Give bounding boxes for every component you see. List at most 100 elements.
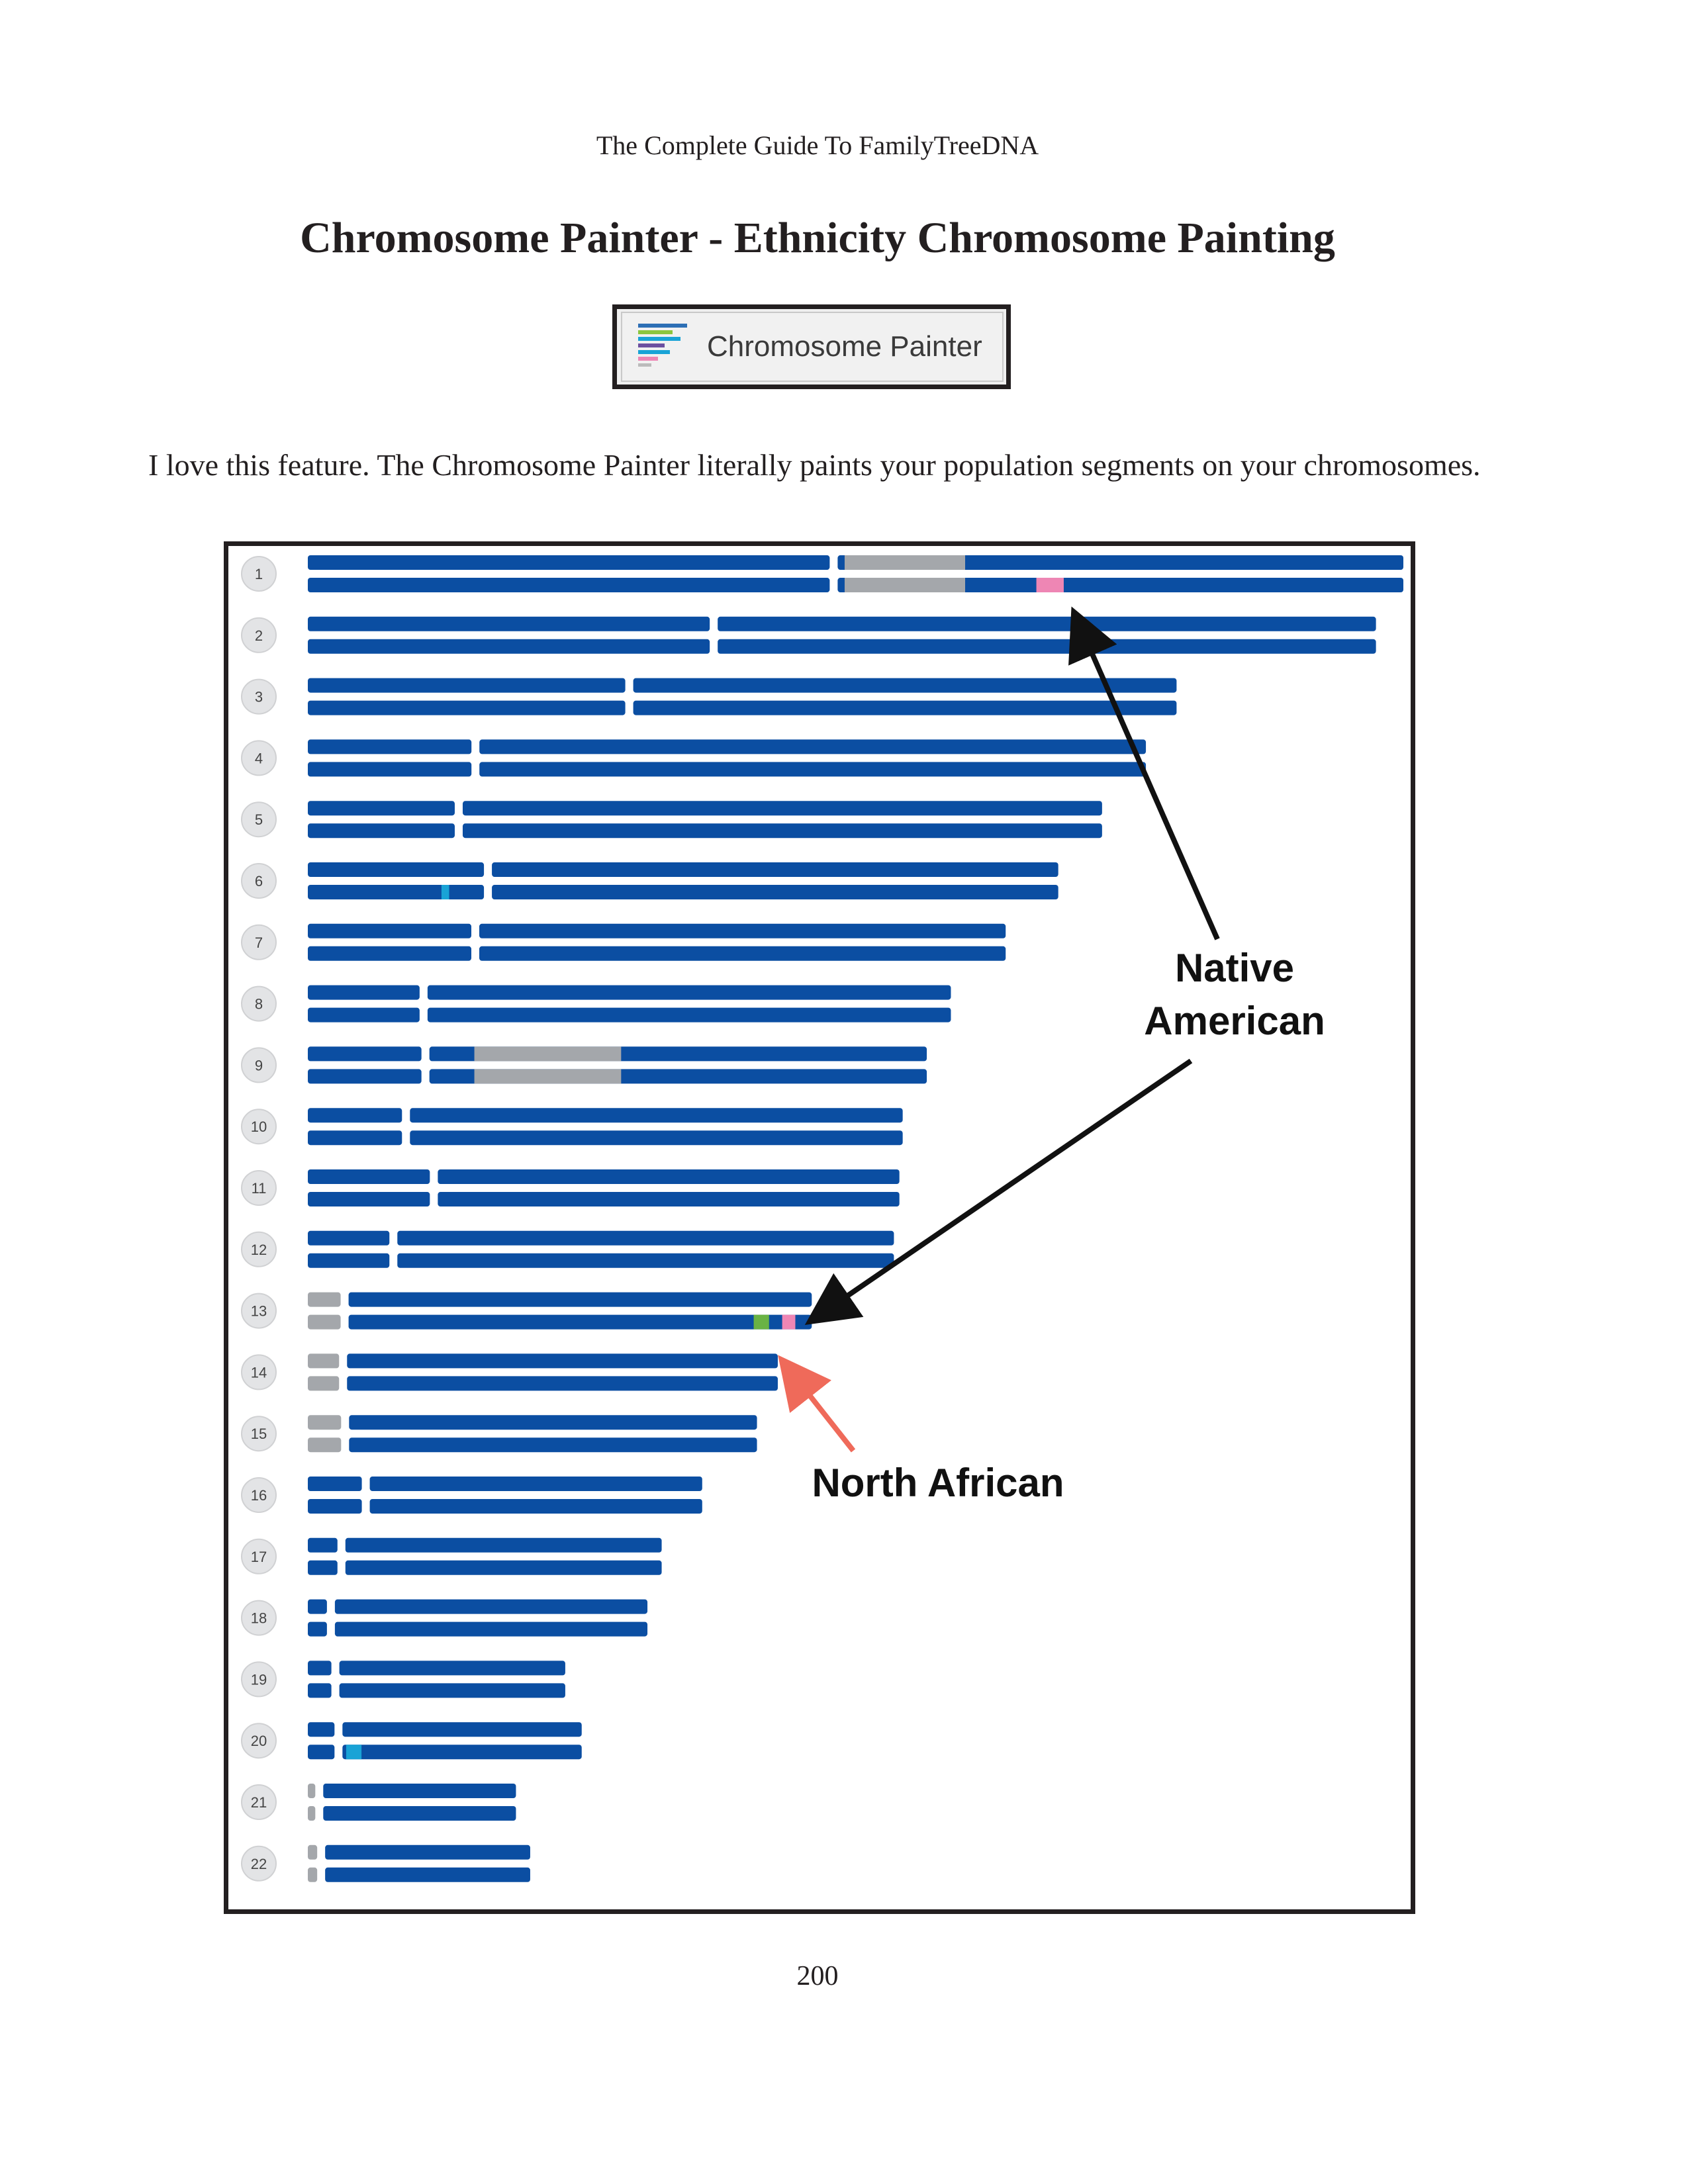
chromosome-12-q-arm xyxy=(397,1230,894,1246)
chromosome-20-q-arm xyxy=(342,1722,582,1737)
chromosome-10-q-arm xyxy=(410,1108,903,1123)
chromosome-10-p-arm xyxy=(308,1130,402,1146)
chromosome-label-badge xyxy=(241,678,277,715)
chromosome-19-q-arm xyxy=(339,1683,565,1698)
chromosome-label-badge xyxy=(241,1661,277,1698)
chromosome-10-q-arm xyxy=(410,1130,903,1146)
chromosome-label: 15 xyxy=(251,1426,267,1442)
chromosome-label: 20 xyxy=(251,1733,267,1749)
chromosome-15-p-arm xyxy=(308,1415,342,1430)
chromosome-label-badge xyxy=(241,1845,277,1882)
chromosome-17-p-arm xyxy=(308,1537,338,1553)
chromosome-15-q-arm xyxy=(349,1437,757,1453)
chromosome-label: 7 xyxy=(255,934,263,951)
centromere-notch xyxy=(325,1621,336,1637)
north-african-arrow xyxy=(778,1355,856,1453)
chromosome-4-p-arm xyxy=(308,762,472,777)
centromere-notch xyxy=(418,985,429,1000)
chromosome-6-p-arm xyxy=(308,862,485,877)
centromere-notch xyxy=(388,1253,399,1268)
chromosome-16-q-arm xyxy=(369,1477,702,1491)
centromere-notch xyxy=(339,1292,350,1307)
chromosome-4-p-arm xyxy=(308,739,472,754)
native-american-label-line1: Native xyxy=(1175,946,1294,990)
centromere-notch xyxy=(708,616,720,631)
chromosome-13-q-arm xyxy=(348,1314,812,1330)
centromere-notch xyxy=(360,1477,371,1491)
segment-other-cyan xyxy=(441,885,449,899)
chromosome-3-p-arm xyxy=(308,700,626,715)
centromere-notch xyxy=(470,946,481,961)
chromosome-6-q-arm xyxy=(492,862,1058,877)
chromosome-painter-button[interactable]: Chromosome Painter xyxy=(612,304,1011,389)
chromosome-2-p-arm xyxy=(308,616,710,631)
centromere-notch xyxy=(338,1353,349,1369)
centromere-notch xyxy=(333,1745,344,1760)
centromere-notch xyxy=(333,1722,344,1737)
chromosome-8-q-arm xyxy=(427,985,951,1000)
chromosome-14-q-arm xyxy=(347,1376,778,1391)
segment-north-african xyxy=(753,1314,769,1330)
chromosome-19-p-arm xyxy=(308,1683,332,1698)
centromere-notch xyxy=(420,1046,431,1062)
chromosome-label: 3 xyxy=(255,689,263,705)
page-number: 200 xyxy=(796,1961,839,1991)
chromosome-7-p-arm xyxy=(308,946,472,961)
chromosome-painter-button-face[interactable]: Chromosome Painter xyxy=(621,312,1004,382)
north-african-label: North African xyxy=(812,1461,1064,1505)
centromere-notch xyxy=(624,678,635,693)
centromere-notch xyxy=(828,578,839,592)
chromosome-19-p-arm xyxy=(308,1661,332,1676)
centromere-notch xyxy=(388,1230,399,1246)
chromosome-2-p-arm xyxy=(308,639,710,654)
chromosome-label-badge xyxy=(241,863,277,899)
centromere-notch xyxy=(330,1683,341,1698)
chromosome-painting-figure: 1 2 3 4 5 6 7 8 9 10 11 12 13 14 15 16 17 18 19 20 21 22 Nati… xyxy=(224,541,1415,1914)
chromosome-13-p-arm xyxy=(308,1314,341,1330)
chromosome-label: 19 xyxy=(251,1671,267,1688)
chromosome-14-p-arm xyxy=(308,1353,340,1369)
chromosome-2-q-arm xyxy=(718,639,1376,654)
chromosome-15-p-arm xyxy=(308,1437,342,1453)
chromosome-label-badge xyxy=(241,1231,277,1267)
centromere-notch xyxy=(340,1415,351,1430)
chromosome-label-badge xyxy=(241,1477,277,1513)
centromere-notch xyxy=(400,1108,412,1123)
centromere-notch xyxy=(316,1867,327,1882)
chromosome-5-p-arm xyxy=(308,823,455,839)
chromosome-label-badge xyxy=(241,1293,277,1329)
intro-paragraph: I love this feature. The Chromosome Pain… xyxy=(148,448,1481,482)
chromosome-label: 21 xyxy=(251,1794,267,1811)
chromosome-5-q-arm xyxy=(462,801,1102,816)
centromere-notch xyxy=(453,823,464,839)
centromere-notch xyxy=(360,1499,371,1514)
chromosome-label: 4 xyxy=(255,750,263,766)
chromosome-painter-label: Chromosome Painter xyxy=(707,330,982,363)
chromosome-10-p-arm xyxy=(308,1108,402,1123)
chromosome-17-q-arm xyxy=(345,1560,662,1575)
chromosome-label-badge xyxy=(241,1784,277,1820)
chromosome-5-p-arm xyxy=(308,801,455,816)
chromosome-label-badge xyxy=(241,1723,277,1759)
chromosome-label: 5 xyxy=(255,811,263,828)
chromosome-3-q-arm xyxy=(633,678,1177,693)
chromosome-20-p-arm xyxy=(308,1745,335,1760)
chromosome-22-p-arm xyxy=(308,1867,318,1882)
centromere-notch xyxy=(483,862,494,877)
chromosome-8-q-arm xyxy=(427,1007,951,1023)
centromere-notch xyxy=(325,1599,336,1614)
centromere-notch xyxy=(339,1314,350,1330)
chromosome-label: 14 xyxy=(251,1364,267,1381)
centromere-notch xyxy=(428,1169,440,1184)
centromere-notch xyxy=(316,1844,327,1860)
chromosome-label: 13 xyxy=(251,1303,267,1320)
chromosome-painter-icon xyxy=(622,312,702,382)
chromosome-11-p-arm xyxy=(308,1192,430,1206)
centromere-notch xyxy=(420,1069,431,1084)
chromosome-8-p-arm xyxy=(308,985,420,1000)
chromosome-1-q-arm xyxy=(837,555,1403,570)
chromosome-21-p-arm xyxy=(308,1806,316,1821)
page-title: Chromosome Painter - Ethnicity Chromosom… xyxy=(300,214,1335,262)
chromosome-label-badge xyxy=(241,617,277,653)
